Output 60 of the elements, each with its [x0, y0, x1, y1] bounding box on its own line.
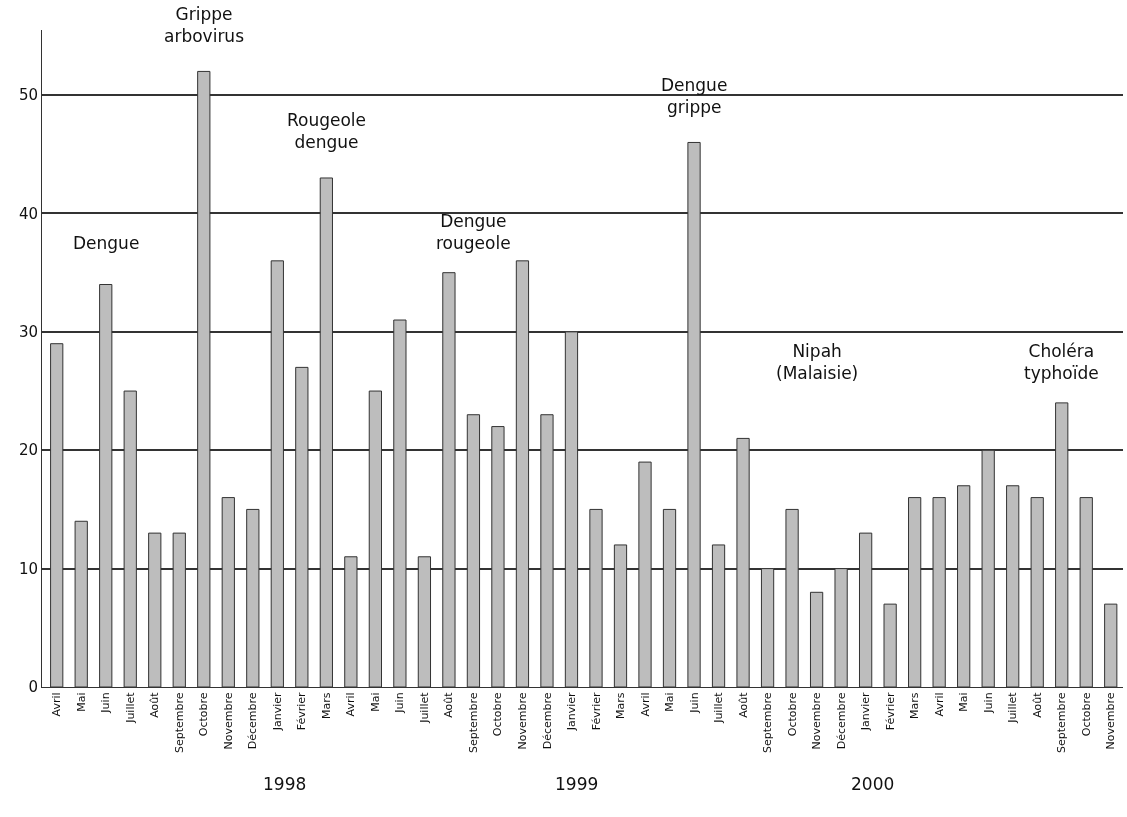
- x-tick-label: Septembre: [172, 692, 186, 753]
- annotation: Rougeole dengue: [287, 110, 367, 153]
- x-tick-label: Juin: [393, 692, 407, 714]
- y-tick-label: 10: [18, 559, 38, 578]
- x-tick-label: Février: [883, 691, 897, 731]
- x-tick-label: Juin: [99, 692, 113, 714]
- x-tick-label: Juillet: [417, 691, 431, 724]
- x-tick-label: Octobre: [1079, 692, 1093, 737]
- x-tick-label: Janvier: [859, 691, 873, 732]
- x-tick-label: Mai: [957, 692, 971, 712]
- annotation: Grippe arbovirus: [164, 4, 245, 47]
- x-tick-label: Novembre: [810, 692, 824, 750]
- y-tick-label: 30: [18, 323, 38, 342]
- x-tick-label: Juin: [687, 692, 701, 714]
- x-tick-label: Mars: [908, 692, 922, 719]
- x-tick-label: Février: [295, 691, 309, 731]
- x-tick-label: Janvier: [270, 691, 284, 732]
- x-tick-label: Janvier: [565, 691, 579, 732]
- x-tick-label: Février: [589, 691, 603, 731]
- x-tick-label: Octobre: [491, 692, 505, 737]
- x-tick-label: Août: [1030, 691, 1044, 718]
- annotation: Nipah (Malaisie): [776, 341, 859, 384]
- x-tick-label: Juillet: [1006, 691, 1020, 724]
- text: 1999: [555, 774, 599, 794]
- y-tick-label: 20: [18, 441, 38, 460]
- x-tick-label: Décembre: [540, 692, 554, 750]
- x-tick-label: Avril: [344, 692, 358, 717]
- x-tick-label: Décembre: [246, 692, 260, 750]
- x-tick-label: Novembre: [221, 692, 235, 750]
- annotation: Choléra typhoïde: [1024, 341, 1099, 384]
- x-tick-label: Octobre: [197, 692, 211, 737]
- x-tick-label: Septembre: [467, 692, 480, 753]
- x-tick-label: Novembre: [1104, 692, 1118, 750]
- x-tick-label: Juin: [981, 692, 995, 714]
- x-tick-label: Juillet: [712, 691, 726, 724]
- y-tick-label: 50: [18, 86, 38, 105]
- x-tick-label: Avril: [932, 692, 946, 717]
- text: 1998: [263, 774, 307, 794]
- x-tick-label: Mars: [319, 692, 333, 719]
- x-tick-label: Mars: [614, 692, 628, 719]
- text: 2000: [851, 774, 895, 794]
- annotation: Dengue rougeole: [436, 211, 511, 254]
- annotation: Dengue grippe: [661, 75, 728, 118]
- y-tick-label: 0: [28, 678, 38, 697]
- x-tick-label: Avril: [50, 692, 64, 717]
- x-tick-label: Septembre: [1055, 692, 1069, 753]
- x-tick-label: Octobre: [785, 692, 799, 737]
- x-tick-label: Août: [736, 691, 750, 718]
- x-tick-label: Novembre: [516, 692, 530, 750]
- x-tick-label: Mai: [663, 692, 677, 712]
- annotation: Dengue: [73, 233, 140, 253]
- y-tick-label: 40: [18, 204, 38, 223]
- x-tick-label: Août: [148, 691, 162, 718]
- x-tick-label: Décembre: [834, 692, 848, 750]
- x-tick-label: Mai: [368, 692, 382, 712]
- x-tick-label: Avril: [638, 692, 652, 717]
- x-tick-label: Septembre: [761, 692, 775, 753]
- x-tick-label: Août: [442, 691, 456, 718]
- x-tick-label: Mai: [74, 692, 88, 712]
- x-tick-label: Juillet: [123, 691, 137, 724]
